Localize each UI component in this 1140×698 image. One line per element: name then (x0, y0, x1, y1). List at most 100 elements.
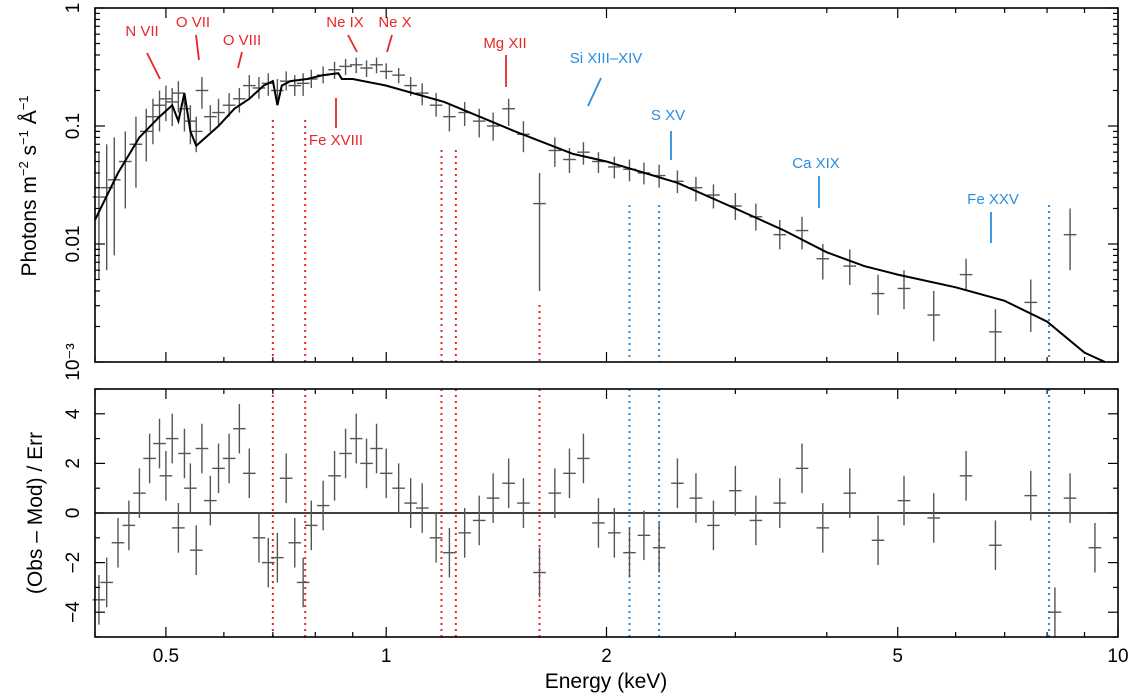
residual-point (222, 433, 236, 484)
residual-point (233, 403, 246, 454)
spectrum-point (707, 184, 720, 209)
spectrum-point (107, 137, 121, 256)
residual-point (252, 513, 266, 563)
top-y-axis-label: Photons m−2 s−1 Å−1 (16, 95, 41, 276)
residual-point (548, 468, 562, 518)
annotation-ca-xix: Ca XIX (792, 155, 840, 208)
residual-point (563, 448, 576, 499)
spectrum-panel: N VII O VII O VIII Ne IX Ne X Fe XVIII Mg XII S… (16, 3, 1119, 381)
residual-point (261, 537, 275, 588)
spectrum-point (392, 68, 405, 84)
residual-point (623, 527, 636, 578)
x-tick-label: 2 (601, 646, 612, 667)
residual-point (195, 423, 209, 474)
spectrum-point (415, 83, 429, 106)
spectrum-point (443, 105, 456, 132)
residual-point (517, 478, 530, 528)
spectrum-point (689, 176, 703, 202)
residual-point (577, 433, 590, 484)
spectrum-point (184, 105, 197, 145)
spectrum-point (349, 57, 363, 74)
residual-point (795, 443, 809, 494)
spectrum-point (204, 105, 217, 132)
spectrum-point (328, 61, 341, 80)
top-line-markers (271, 120, 1051, 362)
spectrum-point (533, 172, 546, 291)
y-tick-label: 1 (63, 3, 84, 14)
spectrum-point (172, 81, 185, 113)
residual-point (897, 475, 911, 526)
spectrum-point (773, 219, 787, 250)
residual-point (304, 500, 318, 551)
residual-point (288, 517, 302, 568)
residual-point (111, 517, 125, 568)
residual-point (204, 475, 217, 526)
residual-data-points (92, 403, 1102, 637)
annotation-label: Fe XXV (967, 191, 1019, 208)
residual-point (1048, 587, 1062, 637)
residual-point (271, 532, 284, 583)
residual-point (927, 493, 941, 543)
spectrum-point (608, 156, 621, 179)
spectrum-point (153, 90, 166, 132)
residual-point (592, 498, 605, 548)
residual-point (1063, 473, 1077, 523)
model-curve (94, 72, 1106, 363)
residual-point (189, 525, 203, 575)
x-tick-label: 5 (892, 646, 903, 667)
x-tick-label: 0.5 (153, 646, 179, 667)
residual-point (404, 478, 417, 528)
residual-point (184, 463, 197, 513)
residual-point (1024, 470, 1038, 521)
residual-point (122, 500, 136, 551)
spectrum-point (339, 58, 352, 76)
residual-point (443, 527, 456, 578)
spectrum-point (871, 274, 885, 316)
line-annotations: N VII O VII O VIII Ne IX Ne X Fe XVIII Mg XII S… (125, 14, 1019, 243)
spectrum-point (577, 142, 590, 165)
annotation-label: N VII (125, 23, 158, 40)
spectrum-point (989, 309, 1002, 362)
spectrum-data-points (92, 57, 1077, 362)
spectrum-point (429, 93, 443, 117)
residual-point (165, 413, 179, 464)
residual-point (429, 513, 443, 563)
spectrum-point (296, 73, 310, 96)
residual-point (133, 468, 146, 518)
residual-point (689, 473, 703, 523)
spectrum-point (360, 60, 373, 78)
annotation-mg-xii: Mg XII (483, 35, 527, 87)
residual-point (773, 478, 787, 528)
spectrum-point (379, 63, 393, 80)
residual-point (637, 510, 651, 561)
annotation-ne-ix: Ne IX (326, 14, 364, 53)
annotation-o-vii: O VII (176, 14, 210, 61)
residual-point (360, 438, 373, 489)
residual-point (339, 428, 352, 479)
bottom-y-axis-label: (Obs – Mod) / Err (24, 432, 47, 594)
residual-point (749, 495, 763, 546)
residual-point (143, 433, 156, 484)
annotation-label: Mg XII (483, 35, 526, 52)
residual-point (472, 495, 486, 546)
residual-point (1088, 522, 1102, 573)
spectrum-point (548, 137, 562, 167)
spectrum-point (1024, 279, 1038, 332)
spectrum-point (252, 77, 266, 99)
residual-point (608, 508, 621, 558)
residual-point (816, 503, 830, 553)
residual-point (100, 557, 113, 608)
y-tick-label: −2 (63, 552, 84, 574)
spectrum-point (795, 216, 809, 250)
residual-point (458, 508, 471, 558)
bottom-x-ticks: 0.5 1 2 5 10 (94, 389, 1129, 667)
residual-point (279, 453, 293, 504)
annotation-si-xiii-xiv: Si XIII–XIV (570, 50, 642, 107)
y-tick-label: 0 (63, 508, 84, 519)
annotation-label: O VIII (223, 32, 261, 49)
annotation-label: S XV (651, 107, 685, 124)
residual-point (486, 473, 500, 523)
residual-point (178, 428, 191, 479)
residual-point (533, 547, 546, 598)
